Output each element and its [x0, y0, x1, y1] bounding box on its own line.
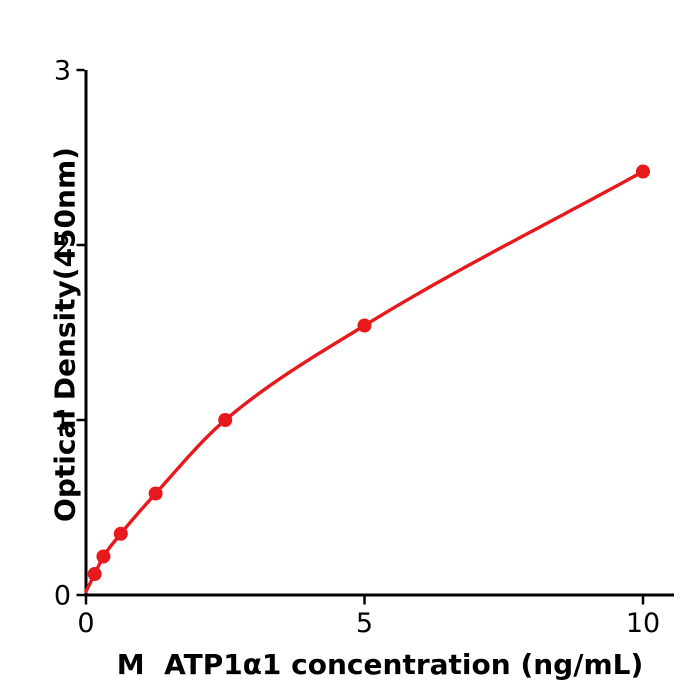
x-tick-label: 5	[356, 608, 373, 639]
y-tick-label: 0	[54, 581, 71, 612]
data-point	[87, 567, 102, 581]
x-axis-title: M ATP1α1 concentration (ng/mL)	[116, 648, 644, 681]
y-axis-title: Optical Density(450nm)	[48, 147, 82, 522]
y-tick-label: 2	[54, 231, 71, 262]
data-point	[113, 526, 128, 541]
data-point	[357, 318, 372, 333]
y-tick-label: 3	[54, 56, 71, 87]
data-point	[148, 486, 163, 501]
data-point	[218, 413, 233, 427]
data-point	[636, 164, 650, 179]
x-tick-label: 10	[626, 608, 660, 639]
x-tick-label: 0	[77, 608, 94, 639]
y-tick-label: 1	[54, 406, 71, 437]
fit-curve-line	[84, 169, 645, 594]
data-point	[96, 549, 111, 564]
